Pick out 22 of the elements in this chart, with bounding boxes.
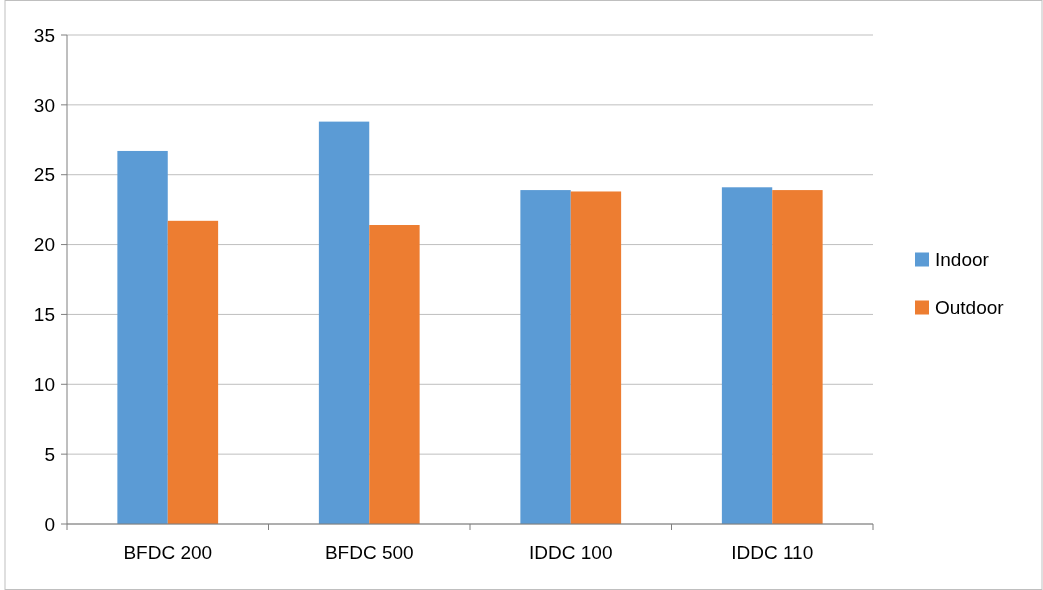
y-tick-label: 35 (33, 24, 55, 46)
y-tick-label: 15 (33, 304, 55, 326)
legend-label: Outdoor (935, 297, 1005, 319)
x-tick-label: BFDC 500 (324, 542, 414, 563)
y-tick-label: 20 (33, 234, 55, 256)
bar (167, 220, 219, 524)
bar (117, 150, 168, 524)
x-tick-label: BFDC 200 (123, 542, 213, 563)
bar (318, 121, 370, 524)
bar (721, 187, 773, 524)
bar (772, 190, 823, 524)
bar (369, 225, 420, 524)
x-tick-label: IDDC 100 (529, 542, 613, 563)
y-tick-label: 0 (44, 513, 55, 535)
y-tick-label: 10 (33, 373, 55, 395)
y-tick-label: 5 (44, 443, 55, 465)
bar (520, 190, 571, 524)
x-tick-label: IDDC 110 (731, 542, 814, 563)
y-tick-label: 30 (33, 94, 55, 116)
legend-label: Indoor (935, 249, 990, 271)
bar (570, 191, 622, 524)
y-tick-label: 25 (33, 164, 55, 186)
